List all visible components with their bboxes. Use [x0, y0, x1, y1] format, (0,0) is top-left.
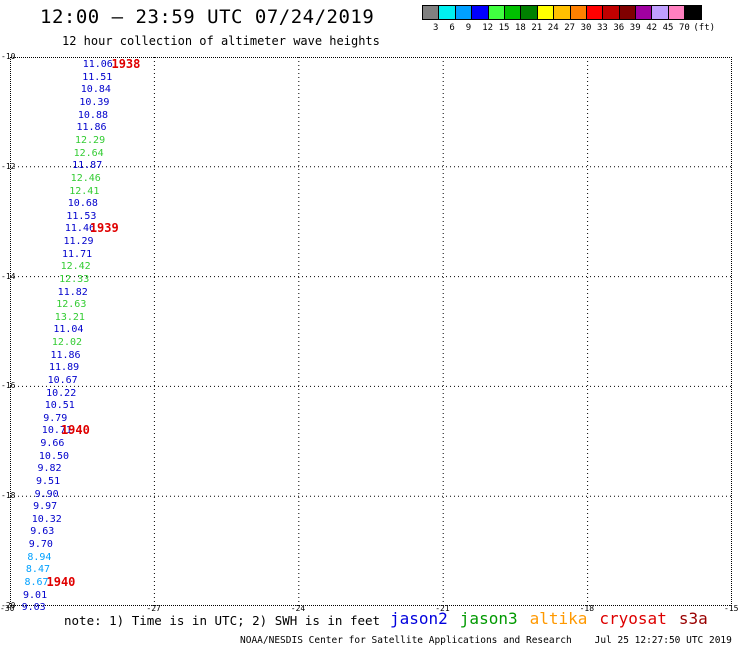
longitude-label: -21 — [435, 604, 450, 613]
wave-height-value: 9.97 — [33, 501, 58, 513]
wave-height-value: 9.70 — [28, 539, 53, 551]
wave-height-value: 11.46 — [64, 223, 95, 235]
wave-height-value: 11.89 — [49, 362, 80, 374]
wave-height-value: 12.64 — [73, 147, 104, 159]
wave-height-value: 9.82 — [37, 463, 62, 475]
colorbar-label: 3 — [433, 23, 439, 33]
wave-height-value: 11.82 — [57, 286, 88, 298]
colorbar-label: 30 — [580, 23, 592, 33]
pass-time-label: 1940 — [46, 574, 76, 589]
pass-time-label: 1938 — [111, 57, 141, 72]
colorbar-label: 12 — [482, 23, 494, 33]
pass-time-label: 1940 — [60, 423, 90, 438]
wave-height-value: 10.71 — [41, 425, 72, 437]
wave-height-value: 11.86 — [50, 349, 81, 361]
colorbar-label: 21 — [531, 23, 543, 33]
wave-height-value: 11.04 — [53, 324, 84, 336]
wave-height-value: 12.42 — [60, 261, 91, 273]
longitude-label: -15 — [724, 604, 739, 613]
wave-height-value: 10.50 — [38, 450, 70, 462]
colorbar-label: 45 — [662, 23, 674, 33]
wave-height-value: 11.53 — [66, 210, 97, 222]
footer-note: note: 1) Time is in UTC; 2) SWH is in fe… — [64, 613, 381, 628]
wave-height-value: 10.22 — [46, 387, 77, 399]
wave-height-value: 10.68 — [67, 198, 98, 210]
page-title: 12:00 – 23:59 UTC 07/24/2019 — [40, 6, 375, 28]
satellite-legend: jason2 jason3 altika cryosat s3a — [390, 609, 708, 628]
wave-height-value: 13.21 — [54, 311, 85, 323]
longitude-label: -30 — [0, 604, 15, 613]
longitude-label: -18 — [579, 604, 595, 613]
legend-altika: altika — [529, 609, 588, 628]
latitude-label: -20 — [1, 601, 16, 610]
wave-height-value: 9.03 — [21, 602, 46, 614]
wave-height-value: 8.67 — [24, 576, 49, 588]
colorbar-label: 18 — [515, 23, 526, 33]
wave-height-value: 11.71 — [62, 248, 93, 260]
colorbar-label: 27 — [564, 23, 576, 33]
colorbar-label: 33 — [597, 23, 608, 33]
longitude-label: -27 — [146, 604, 161, 613]
wave-height-value: 10.88 — [77, 109, 108, 121]
legend-cryosat: cryosat — [599, 609, 667, 628]
wave-height-value: 12.41 — [69, 185, 100, 197]
wave-height-value: 12.29 — [75, 134, 106, 146]
wave-height-value: 9.51 — [36, 475, 61, 487]
latitude-label: -10 — [1, 52, 16, 61]
wave-height-value: 12.63 — [56, 299, 87, 311]
colorbar-label: 42 — [646, 23, 658, 33]
wave-height-value: 11.86 — [76, 122, 107, 134]
colorbar-label: 6 — [449, 23, 455, 33]
wave-height-value: 12.46 — [70, 172, 101, 184]
latitude-label: -14 — [1, 271, 16, 281]
page-subtitle: 12 hour collection of altimeter wave hei… — [62, 34, 380, 48]
wave-height-value: 11.29 — [63, 236, 94, 247]
wave-height-value: 9.01 — [23, 589, 48, 601]
credit-line: NOAA/NESDIS Center for Satellite Applica… — [240, 635, 732, 646]
wave-height-value: 10.84 — [80, 84, 111, 96]
wave-height-value: 9.66 — [40, 438, 65, 450]
wave-height-value: 9.90 — [34, 488, 59, 500]
map-frame — [10, 57, 732, 606]
wave-height-value: 12.33 — [59, 273, 90, 285]
colorbar-label: 39 — [629, 23, 641, 33]
wave-height-value: 10.51 — [44, 400, 75, 412]
wave-height-value: 10.32 — [31, 513, 62, 525]
wave-height-value: 10.67 — [47, 374, 78, 386]
colorbar-label: 15 — [498, 23, 510, 33]
wave-height-value: 10.39 — [79, 97, 110, 109]
wave-height-value: 8.94 — [27, 551, 52, 563]
colorbar — [422, 5, 702, 20]
wave-height-value: 8.47 — [25, 564, 50, 576]
wave-height-value: 9.63 — [30, 526, 55, 538]
wave-height-value: 9.79 — [43, 412, 68, 424]
wave-height-value: 12.02 — [51, 337, 83, 349]
latitude-label: -12 — [1, 161, 16, 171]
longitude-label: -24 — [290, 604, 306, 613]
legend-s3a: s3a — [678, 609, 708, 628]
legend-jason3: jason3 — [459, 609, 518, 628]
colorbar-label: (ft) — [693, 23, 716, 33]
wave-height-value: 11.51 — [82, 71, 113, 83]
colorbar-swatch — [684, 5, 702, 20]
wave-height-value: 11.87 — [72, 160, 103, 172]
latitude-label: -18 — [1, 491, 16, 501]
colorbar-label: 9 — [465, 23, 472, 33]
legend-jason2: jason2 — [390, 609, 448, 628]
pass-time-label: 1939 — [89, 221, 119, 236]
colorbar-label: 70 — [679, 23, 690, 33]
latitude-label: -16 — [1, 381, 16, 391]
colorbar-label: 24 — [547, 23, 559, 33]
colorbar-label: 36 — [613, 23, 625, 33]
wave-height-value: 11.06 — [82, 59, 113, 71]
